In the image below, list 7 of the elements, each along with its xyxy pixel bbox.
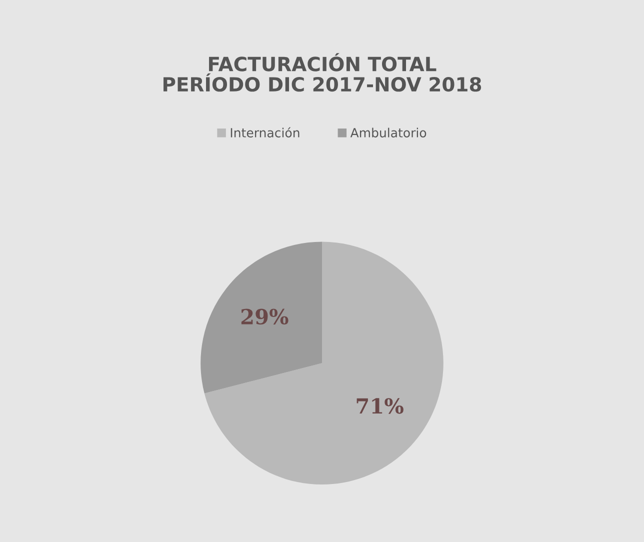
legend-label: Internación bbox=[230, 127, 300, 138]
pie-slice bbox=[200, 242, 322, 394]
chart-title: FACTURACIÓN TOTAL PERÍODO DIC 2017-NOV 2018 bbox=[164, 53, 482, 92]
legend-label: Ambulatorio bbox=[350, 128, 426, 138]
pie-slice bbox=[204, 242, 444, 485]
data-label: 71% bbox=[356, 398, 404, 414]
data-label: 29% bbox=[241, 308, 288, 325]
